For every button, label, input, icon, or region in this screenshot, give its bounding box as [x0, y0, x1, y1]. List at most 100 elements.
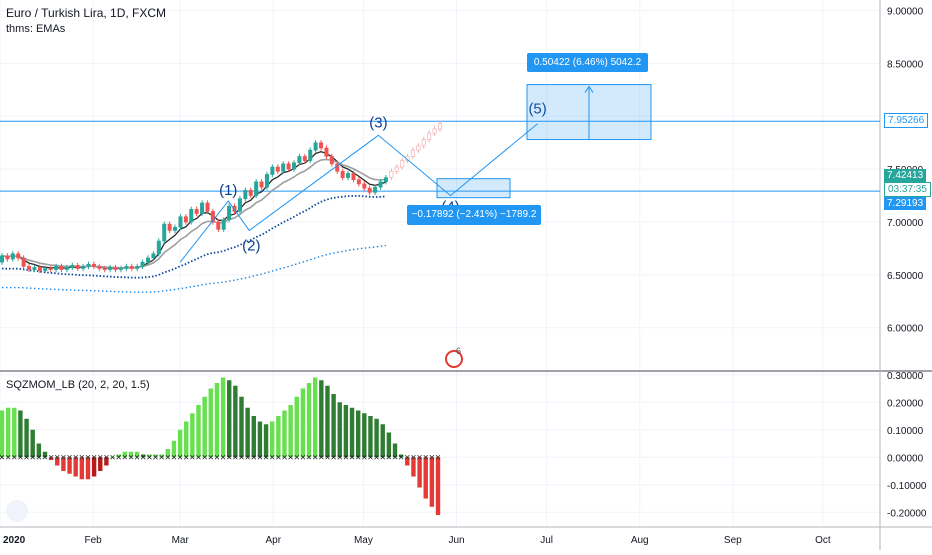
squeeze-dot	[374, 454, 379, 460]
candle	[97, 263, 102, 272]
candle	[264, 171, 269, 190]
candle-body	[156, 240, 161, 255]
squeeze-dot	[159, 454, 164, 460]
candle	[427, 130, 432, 143]
event-flag-icon[interactable]	[445, 350, 463, 368]
momentum-bar	[233, 385, 238, 458]
candle	[210, 208, 215, 225]
squeeze-dot	[134, 454, 140, 460]
squeeze-dot	[325, 454, 330, 460]
momentum-bar	[214, 383, 220, 458]
level-low-badge: 7.29193	[884, 197, 927, 210]
candle	[297, 153, 302, 166]
measure-up-label[interactable]: 0.50422 (6.46%) 5042.2	[527, 53, 648, 72]
squeeze-dot	[429, 454, 435, 460]
candle	[124, 263, 129, 272]
candle	[102, 265, 107, 273]
measure-down-label[interactable]: −0.17892 (−2.41%) −1789.2	[407, 205, 541, 225]
candle-body	[243, 189, 248, 200]
momentum-bar	[147, 454, 152, 458]
candle-body	[97, 266, 102, 269]
candle-body	[113, 267, 118, 270]
momentum-bar	[79, 457, 85, 480]
squeeze-dot	[202, 454, 207, 460]
candle-body	[10, 253, 15, 260]
candle	[108, 264, 113, 273]
candle-body	[178, 216, 183, 228]
ema-slow-line	[1, 195, 386, 279]
candle-body	[0, 255, 5, 263]
candle	[167, 221, 172, 234]
momentum-bar	[0, 410, 5, 458]
candle	[118, 265, 123, 273]
symbol-title[interactable]: Euro / Turkish Lira, 1D, FXCM	[6, 6, 167, 20]
candle-body	[16, 253, 21, 259]
momentum-bar	[411, 457, 416, 477]
squeeze-dot	[171, 454, 177, 460]
squeeze-dot	[423, 454, 429, 460]
momentum-bar	[319, 380, 324, 458]
candle	[237, 196, 242, 215]
momentum-bar	[251, 416, 256, 458]
axes[interactable]: 9.000008.500008.000007.500007.000006.500…	[3, 7, 927, 546]
candle-body	[421, 139, 426, 147]
candle-body	[362, 183, 367, 189]
candle	[378, 179, 383, 190]
candle-body	[37, 267, 42, 271]
squeeze-dot	[276, 454, 281, 460]
candle	[64, 264, 69, 273]
candle-body	[43, 268, 48, 271]
level-high-badge: 7.95266	[884, 113, 929, 128]
candle-body	[151, 253, 156, 259]
squeeze-dot	[269, 454, 275, 460]
momentum-bar	[5, 407, 11, 458]
candle-body	[437, 123, 442, 130]
candle-body	[64, 267, 69, 270]
last-price-badge: 7.42413	[884, 169, 927, 182]
candle-body	[210, 211, 215, 223]
candle-body	[275, 166, 280, 172]
drawing-tools[interactable]: (1)(2)(3)(4)(5)	[179, 84, 652, 263]
candle	[416, 143, 421, 153]
squeeze-dot	[386, 454, 392, 460]
candle	[81, 263, 86, 272]
candle	[373, 184, 378, 196]
study-label[interactable]: thms: EMAs	[6, 23, 66, 35]
price-tick-label: 9.00000	[887, 7, 924, 18]
squeeze-dot	[153, 454, 158, 460]
momentum-bar	[73, 457, 78, 477]
momentum-bar	[177, 429, 183, 458]
tradingview-logo-icon[interactable]	[6, 500, 28, 522]
time-tick-label: Mar	[172, 535, 190, 546]
candle	[389, 168, 394, 181]
momentum-bar	[208, 388, 213, 458]
momentum-bar	[184, 421, 189, 458]
momentum-bar	[257, 421, 263, 458]
candle	[356, 177, 361, 187]
candle	[362, 181, 367, 191]
candle	[200, 200, 205, 217]
candle	[27, 263, 32, 273]
time-tick-label: Apr	[266, 535, 282, 546]
candle-body	[346, 173, 351, 178]
candle-body	[270, 166, 275, 175]
candle	[319, 140, 324, 151]
time-tick-label: Sep	[724, 535, 742, 546]
indicator-title[interactable]: SQZMOM_LB (20, 2, 20, 1.5)	[6, 379, 150, 391]
candle-body	[140, 261, 145, 267]
momentum-bar	[392, 443, 398, 458]
squeeze-dot	[36, 454, 42, 460]
momentum-bar	[18, 410, 23, 458]
candle	[162, 221, 167, 244]
candle-body	[227, 205, 232, 221]
candle	[308, 147, 313, 164]
price-tick-label: 6.00000	[887, 324, 924, 335]
momentum-tick-label: 0.30000	[887, 371, 924, 382]
momentum-bar	[55, 457, 60, 466]
momentum-bar	[423, 457, 428, 499]
candle-body	[416, 145, 421, 151]
squeeze-dot	[5, 454, 11, 460]
candle-body	[297, 156, 302, 164]
